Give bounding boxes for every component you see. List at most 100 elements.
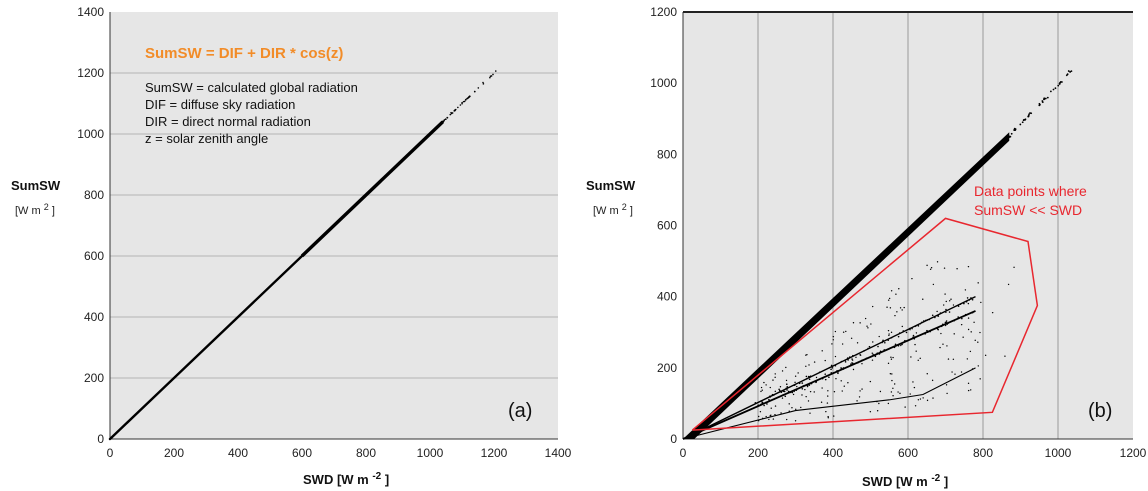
a-y-tick-600: 600 [84,249,104,263]
b-scatter-point [876,400,878,403]
a-y-tick-0: 0 [97,432,104,446]
a-tail-point [451,112,454,114]
b-y-tick-200: 200 [657,361,677,375]
b-scatter-point [929,268,932,271]
panel-b-y-axis-title: SumSW [586,178,636,193]
b-band-point [928,318,931,321]
b-scatter-point [809,412,811,414]
b-scatter-point [765,415,767,418]
b-scatter-point [774,373,776,375]
b-band-point [957,305,960,307]
b-scatter-point [872,341,874,343]
b-scatter-point [794,420,797,422]
b-band-point [887,339,889,342]
b-scatter-point [797,372,799,374]
b-scatter-point [936,310,938,313]
b-scatter-point [980,301,982,304]
b-band-point [791,391,794,394]
b-band-point [931,328,934,331]
b-band-point [837,371,839,373]
b-scatter-point [809,375,811,378]
b-scatter-point [796,385,798,388]
panel-b-label: (b) [1088,400,1112,422]
b-band-point [971,298,974,301]
a-tail-point [450,111,452,114]
b-scatter-point [761,389,763,391]
b-band-point [784,395,787,398]
b-band-point [879,350,882,353]
b-band-point [782,390,785,393]
b-band-point [766,403,768,405]
b-scatter-point [757,420,760,422]
b-scatter-point [765,384,767,386]
a-y-tick-1400: 1400 [77,5,104,19]
b-scatter-point [886,306,888,308]
a-x-tick-600: 600 [292,446,312,460]
b-tail-point [1019,123,1022,126]
b-band-point [904,339,906,342]
b-band-point [897,335,900,338]
b-scatter-point [946,345,948,347]
a-tail-point [462,100,465,103]
b-scatter-point [761,417,764,420]
b-scatter-point [892,395,894,397]
b-scatter-point [898,288,900,290]
b-scatter-point [827,395,829,397]
b-band-point [915,324,918,327]
b-band-point [757,404,760,406]
panel-a-legend-line-1: SumSW = calculated global radiation [145,80,358,95]
panel-a-legend-line-4: z = solar zenith angle [145,131,268,146]
b-tail-point [1023,118,1025,121]
a-tail-point [449,113,452,116]
b-band-point [768,398,770,401]
panel-b: 0 200 400 600 800 1000 1200 0 200 400 600 800 1000 1… [586,5,1147,489]
a-tail-point [474,90,476,93]
b-band-point [919,322,921,325]
b-scatter-point [944,293,946,295]
b-tail-point [1021,121,1024,124]
panel-a-legend-line-3: DIR = direct normal radiation [145,114,311,129]
b-y-tick-400: 400 [657,290,677,304]
b-scatter-point [926,399,929,402]
b-band-point [877,345,879,348]
b-scatter-point [867,327,869,329]
b-scatter-point [979,378,981,380]
b-scatter-point [909,329,911,331]
b-band-point [897,344,900,347]
b-band-point [912,334,915,337]
b-scatter-point [960,323,963,326]
b-band-point [946,323,948,325]
b-band-point [939,312,942,314]
b-scatter-point [964,314,967,317]
b-scatter-point [888,334,890,337]
a-y-tick-800: 800 [84,188,104,202]
b-scatter-point [973,321,975,324]
b-scatter-point [852,322,855,324]
b-scatter-point [788,410,790,412]
b-scatter-point [869,411,872,413]
b-band-point [765,401,768,404]
b-x-tick-1200: 1200 [1120,446,1147,460]
b-band-point [924,319,927,322]
b-band-point [909,327,911,330]
b-band-point [773,398,775,401]
b-scatter-point [915,350,917,352]
b-scatter-point [984,354,987,357]
b-scatter-point [774,413,776,416]
b-scatter-point [890,391,893,393]
b-scatter-point [807,400,810,402]
b-band-point [847,357,850,360]
a-x-tick-800: 800 [356,446,376,460]
b-band-point [840,360,843,363]
b-scatter-point [834,355,837,358]
b-scatter-point [914,343,916,346]
b-scatter-point [942,343,944,345]
b-band-point [857,362,859,364]
b-band-point [773,394,775,396]
panel-a-y-unit-sup: 2 [44,202,49,212]
b-scatter-point [785,379,788,382]
b-band-point [763,404,765,407]
panel-a: 0 200 400 600 800 1000 1200 1400 0 200 400 600 800 1… [11,5,572,487]
b-scatter-point [774,405,777,407]
b-band-point [780,391,783,393]
